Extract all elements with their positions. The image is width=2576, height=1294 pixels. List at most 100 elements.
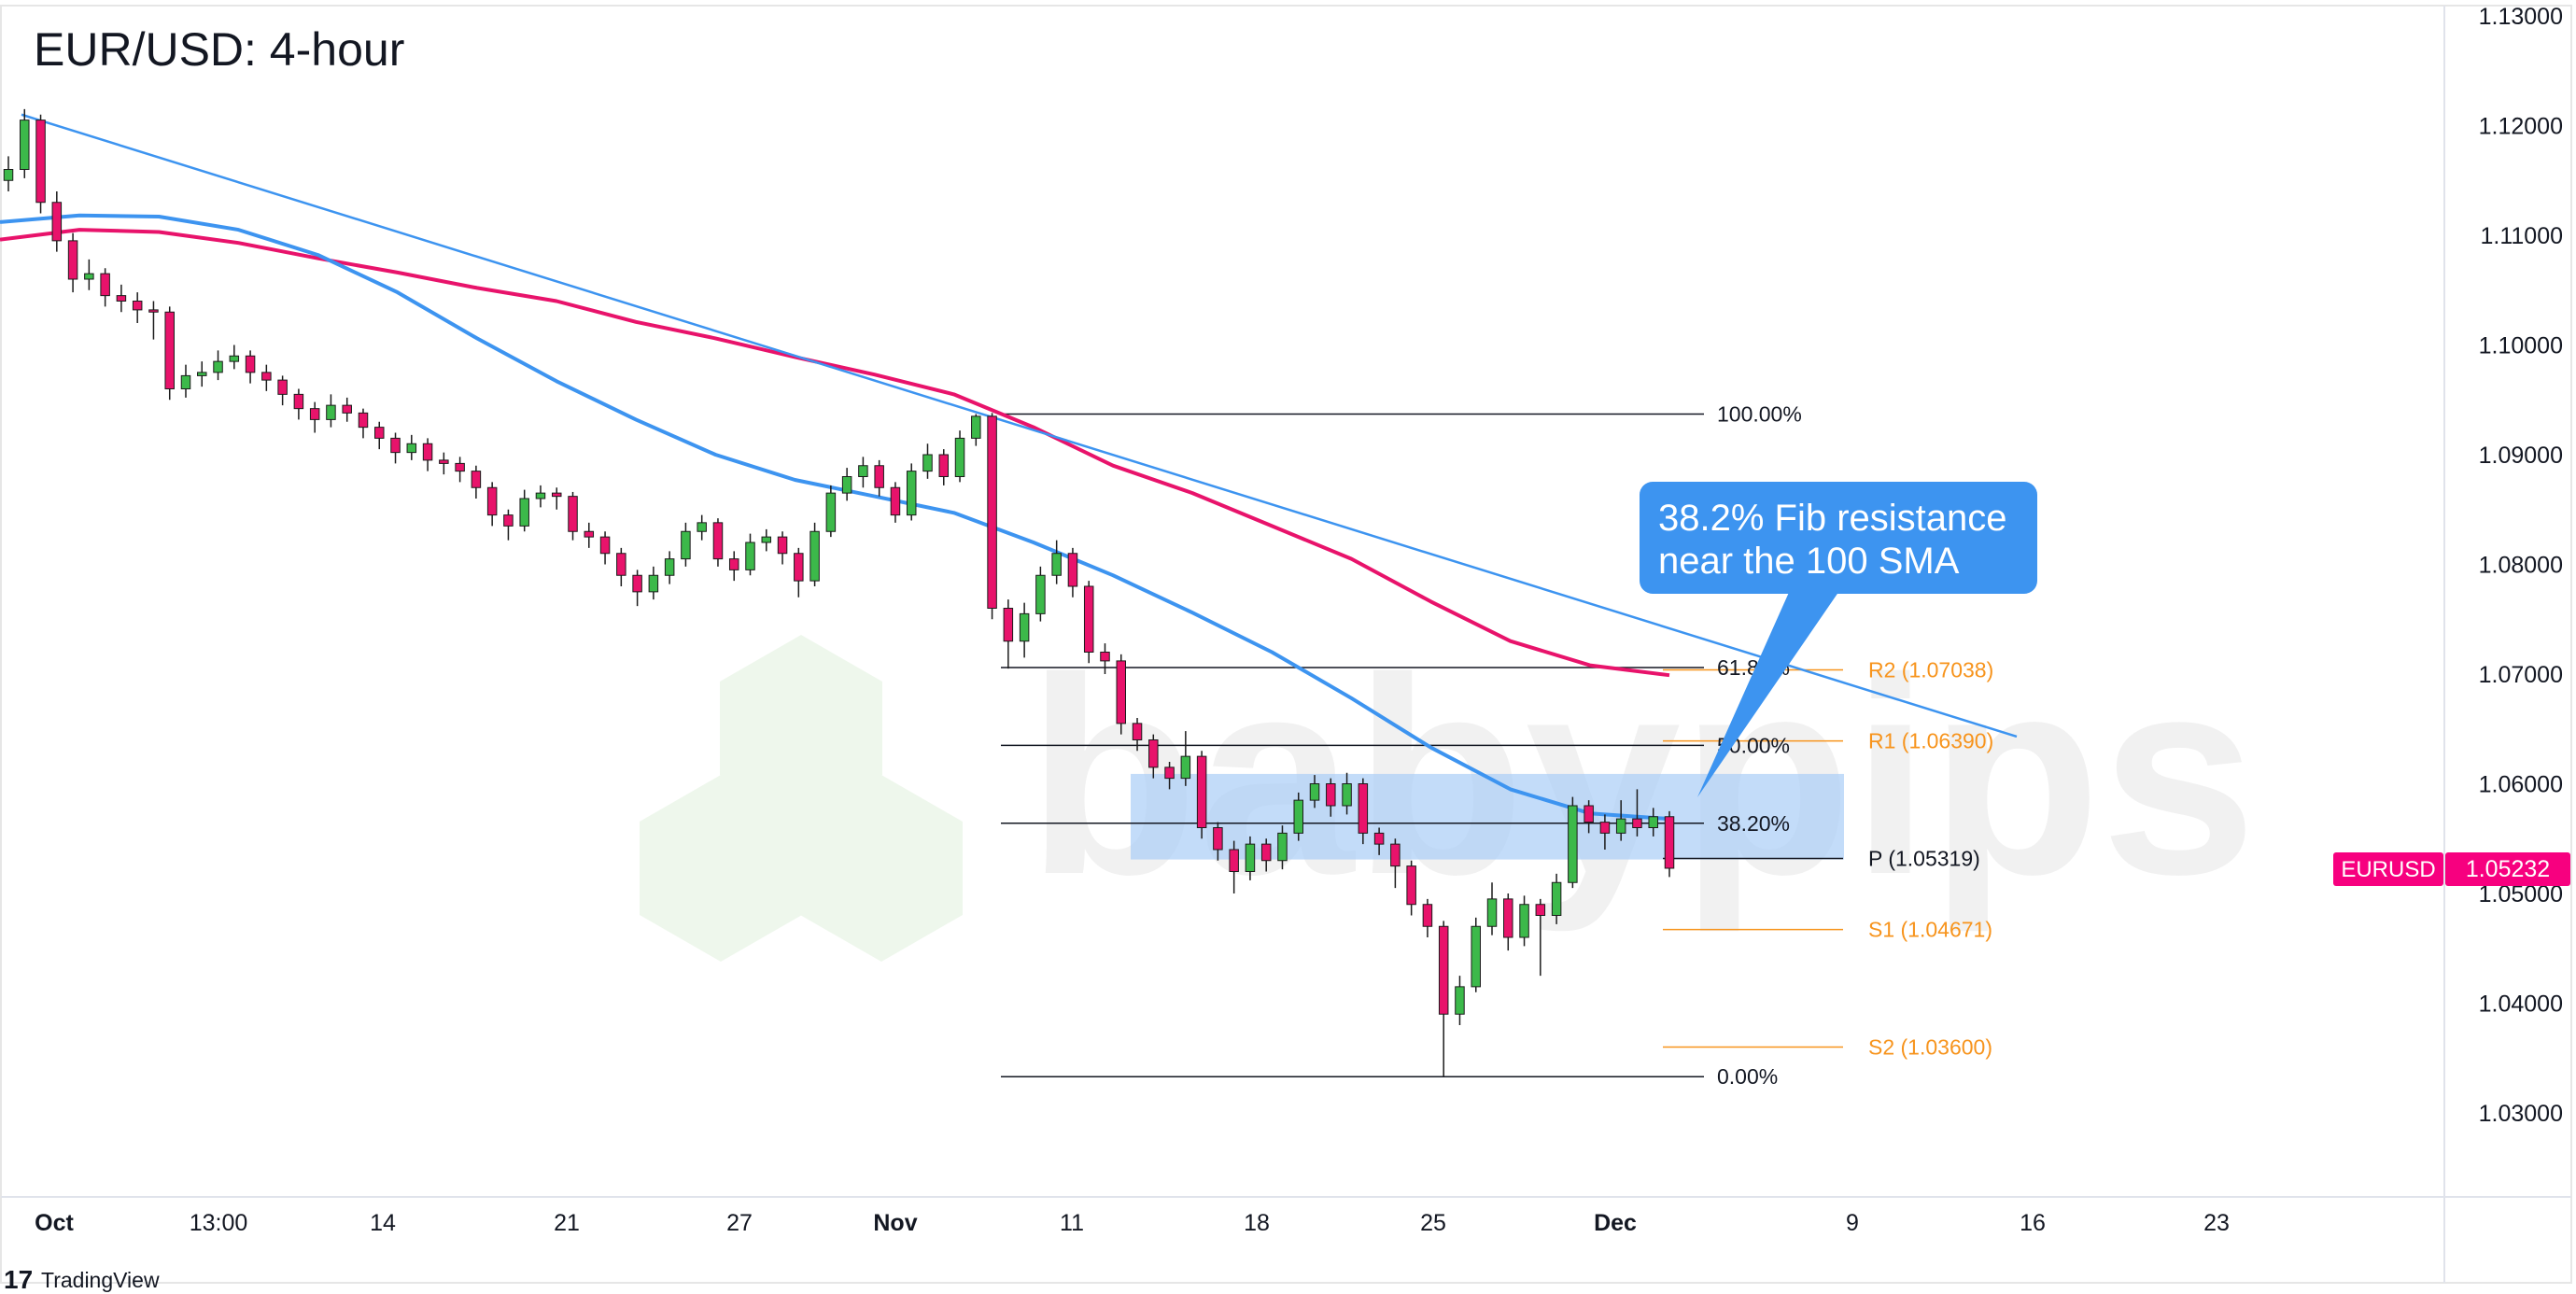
candle-down	[1584, 805, 1594, 823]
pivot-label: R2 (1.07038)	[1868, 658, 1993, 682]
fib-level-label: 100.00%	[1717, 402, 1802, 427]
x-tick-label: 14	[370, 1210, 396, 1236]
candle-up	[1051, 553, 1062, 576]
candle-down	[132, 301, 143, 311]
descending-trendline	[21, 113, 2018, 738]
candle-down	[794, 553, 804, 582]
candle-down	[439, 459, 449, 464]
y-tick-label: 1.08000	[2479, 553, 2563, 579]
candle-down	[503, 514, 514, 527]
candle-up	[1568, 805, 1578, 883]
candle-down	[1100, 652, 1110, 662]
candle-up	[1471, 925, 1481, 988]
candle-down	[551, 492, 562, 498]
callout-pointer	[1697, 588, 1841, 797]
tradingview-logo[interactable]: 17 TradingView	[4, 1265, 160, 1294]
candle-up	[519, 498, 529, 527]
y-tick-label: 1.04000	[2479, 992, 2563, 1018]
candle-up	[229, 355, 240, 362]
y-tick-label: 1.11000	[2480, 223, 2563, 249]
tradingview-logo-mark: 17	[4, 1265, 33, 1294]
candle-down	[1438, 925, 1449, 1015]
candle-up	[664, 558, 675, 576]
y-tick-label: 1.09000	[2479, 443, 2563, 469]
candle-down	[1664, 816, 1675, 869]
candle-down	[1003, 608, 1014, 642]
candle-down	[1116, 660, 1127, 724]
pivot-label: S1 (1.04671)	[1868, 918, 1992, 942]
candle-up	[1277, 832, 1288, 862]
candle-down	[309, 408, 320, 420]
y-tick-label: 1.06000	[2479, 772, 2563, 798]
pivot-label: S2 (1.03600)	[1868, 1035, 1992, 1060]
candle-up	[84, 273, 94, 280]
fib-level-label: 38.20%	[1717, 811, 1790, 836]
x-tick-label: Nov	[873, 1210, 917, 1236]
candle-down	[67, 240, 78, 280]
annotation-callout: 38.2% Fib resistance near the 100 SMA	[1640, 482, 2037, 797]
candle-up	[1293, 799, 1303, 834]
candle-up	[1486, 898, 1498, 927]
candle-down	[245, 355, 256, 373]
candle-down	[164, 311, 175, 389]
candle-up	[841, 476, 852, 494]
candle-down	[1503, 898, 1513, 938]
candle-down	[987, 415, 997, 609]
x-tick-label: Oct	[35, 1210, 74, 1236]
y-tick-label: 1.13000	[2479, 4, 2563, 30]
pivot-label: R1 (1.06390)	[1868, 729, 1993, 753]
candle-down	[1164, 767, 1175, 780]
candle-down	[455, 462, 465, 472]
sma-200-line	[0, 228, 1670, 678]
candle-down	[728, 558, 739, 570]
candle-up	[180, 374, 191, 389]
y-tick-label: 1.03000	[2479, 1101, 2563, 1127]
candle-down	[293, 393, 304, 410]
candle-down	[390, 437, 401, 454]
candle-down	[342, 404, 352, 414]
x-tick-label: 16	[2020, 1210, 2046, 1236]
tradingview-brand-text: TradingView	[41, 1268, 160, 1292]
candle-down	[712, 522, 724, 560]
candle-up	[971, 415, 981, 439]
candle-up	[1342, 783, 1352, 807]
candle-up	[825, 492, 837, 532]
candle-down	[1599, 822, 1611, 834]
x-tick-label: 9	[1846, 1210, 1859, 1236]
candle-up	[809, 530, 820, 582]
x-tick-label: 18	[1244, 1210, 1270, 1236]
candle-down	[1132, 723, 1143, 740]
last-price-text: 1.05232	[2466, 856, 2550, 882]
candle-down	[422, 443, 433, 461]
x-tick-label: 23	[2203, 1210, 2230, 1236]
candle-down	[599, 536, 611, 555]
candle-down	[1535, 904, 1546, 916]
candle-down	[938, 454, 950, 477]
candle-down	[358, 412, 369, 429]
candle-down	[1326, 783, 1336, 807]
candle-down	[584, 530, 595, 538]
candle-down	[890, 486, 901, 516]
candle-down	[116, 295, 127, 302]
candle-down	[1422, 904, 1433, 927]
candle-down	[35, 120, 46, 204]
candle-down	[100, 273, 110, 297]
candle-up	[745, 542, 755, 570]
callout-line-2: near the 100 SMA	[1658, 541, 1960, 582]
y-tick-label: 1.07000	[2479, 662, 2563, 688]
candle-up	[761, 536, 772, 543]
candle-up	[20, 120, 30, 170]
candle-up	[1019, 612, 1030, 642]
x-tick-label: 11	[1060, 1210, 1084, 1236]
candle-down	[1358, 783, 1369, 834]
candle-down	[1260, 843, 1272, 862]
callout-line-1: 38.2% Fib resistance	[1658, 498, 2007, 539]
candle-down	[1067, 553, 1078, 587]
candle-down	[51, 202, 63, 242]
candle-down	[777, 536, 788, 555]
x-tick-label: 21	[554, 1210, 580, 1236]
x-tick-label: 25	[1420, 1210, 1446, 1236]
candle-down	[1213, 827, 1223, 851]
candle-down	[471, 471, 482, 488]
